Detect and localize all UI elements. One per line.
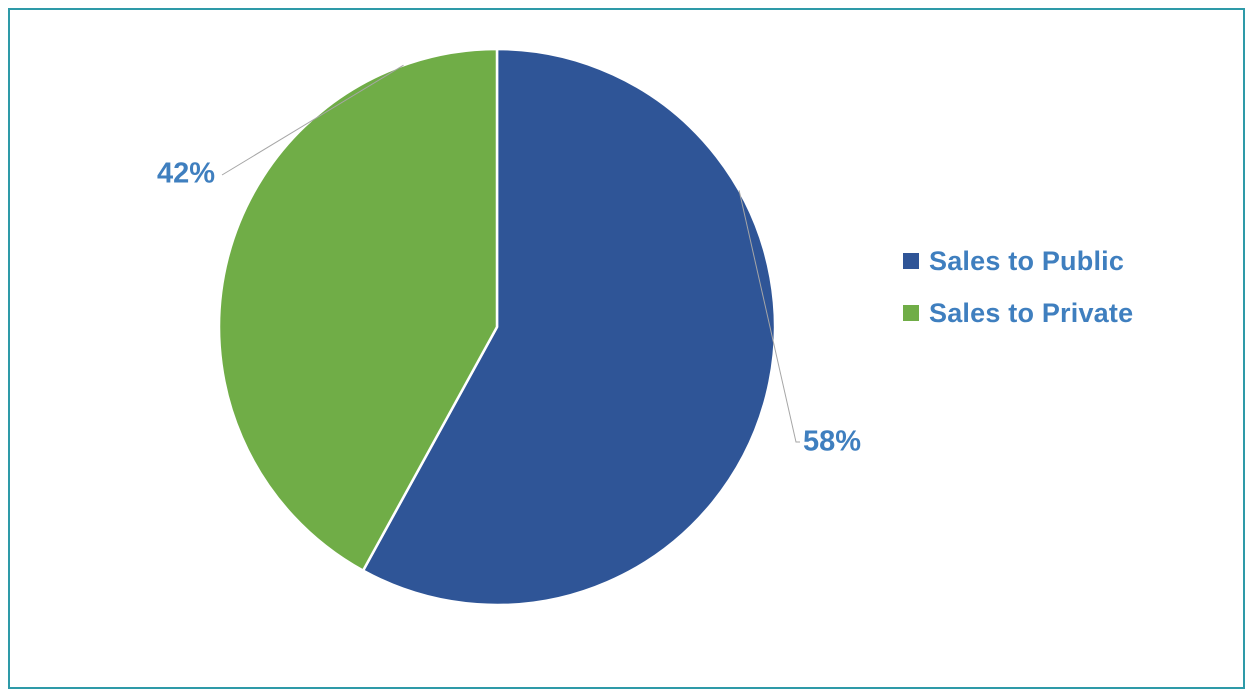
pie-slice-private xyxy=(217,47,499,572)
legend-swatch-public xyxy=(903,253,919,269)
legend-label-private: Sales to Private xyxy=(929,297,1134,328)
pie-slice-public xyxy=(361,47,777,607)
legend-item-private: Sales to Private xyxy=(903,297,1133,329)
leader-line-private xyxy=(221,64,404,176)
legend-label-public: Sales to Public xyxy=(929,245,1125,276)
data-label-public: 58% xyxy=(803,426,861,458)
legend: Sales to Public Sales to Private xyxy=(903,245,1133,349)
data-label-private: 42% xyxy=(157,158,215,190)
leader-line-public xyxy=(738,190,800,443)
legend-item-public: Sales to Public xyxy=(903,245,1133,277)
legend-swatch-private xyxy=(903,305,919,321)
